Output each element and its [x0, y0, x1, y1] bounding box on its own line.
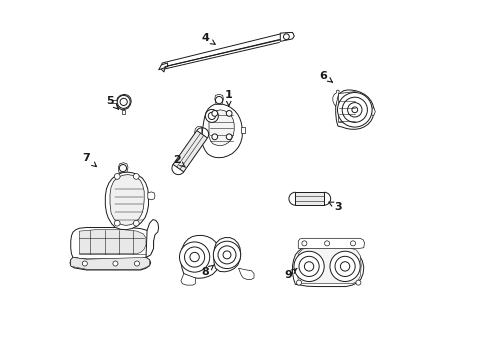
Polygon shape: [70, 257, 151, 270]
Polygon shape: [297, 248, 361, 284]
Polygon shape: [372, 108, 375, 115]
Polygon shape: [118, 163, 128, 173]
Circle shape: [330, 251, 360, 282]
Polygon shape: [117, 94, 131, 110]
Polygon shape: [336, 90, 374, 129]
Circle shape: [284, 34, 289, 40]
Text: 5: 5: [106, 96, 119, 109]
Circle shape: [120, 98, 127, 105]
Circle shape: [179, 242, 210, 272]
Circle shape: [226, 134, 232, 140]
Polygon shape: [293, 246, 364, 287]
Circle shape: [213, 241, 241, 269]
Polygon shape: [71, 257, 149, 269]
Circle shape: [338, 93, 372, 127]
Polygon shape: [239, 268, 254, 279]
Polygon shape: [173, 131, 207, 172]
Circle shape: [350, 241, 356, 246]
Circle shape: [190, 252, 199, 262]
Polygon shape: [160, 32, 294, 72]
Circle shape: [324, 241, 330, 246]
Circle shape: [335, 256, 355, 276]
Circle shape: [342, 97, 368, 122]
Circle shape: [352, 107, 358, 113]
Circle shape: [133, 220, 139, 226]
Circle shape: [294, 251, 324, 282]
Circle shape: [341, 262, 350, 271]
Polygon shape: [110, 175, 144, 225]
Polygon shape: [202, 104, 243, 158]
Text: 7: 7: [83, 153, 97, 167]
Circle shape: [113, 261, 118, 266]
Circle shape: [134, 261, 140, 266]
Polygon shape: [112, 100, 117, 103]
Text: 4: 4: [201, 33, 215, 44]
Circle shape: [114, 220, 120, 226]
Polygon shape: [79, 230, 146, 254]
Polygon shape: [146, 220, 159, 257]
Circle shape: [356, 280, 361, 285]
Polygon shape: [122, 110, 125, 114]
Circle shape: [82, 261, 87, 266]
Circle shape: [296, 280, 301, 285]
Circle shape: [117, 95, 130, 108]
Circle shape: [347, 103, 362, 117]
Text: 8: 8: [201, 265, 214, 277]
Circle shape: [302, 241, 307, 246]
Polygon shape: [209, 110, 234, 146]
Circle shape: [205, 109, 219, 122]
Polygon shape: [195, 127, 202, 137]
Polygon shape: [339, 92, 356, 123]
Polygon shape: [215, 94, 223, 104]
Circle shape: [226, 111, 232, 116]
Polygon shape: [148, 192, 155, 200]
Polygon shape: [214, 238, 241, 272]
Text: 2: 2: [173, 155, 185, 167]
Text: 3: 3: [329, 202, 343, 212]
Polygon shape: [181, 235, 220, 278]
Circle shape: [218, 246, 236, 264]
Polygon shape: [298, 238, 365, 248]
Text: 6: 6: [319, 71, 333, 82]
Circle shape: [212, 134, 218, 140]
Circle shape: [212, 111, 218, 116]
Polygon shape: [105, 172, 148, 230]
Polygon shape: [241, 127, 245, 133]
Circle shape: [133, 174, 139, 179]
Circle shape: [208, 112, 216, 120]
Polygon shape: [159, 63, 168, 70]
Circle shape: [120, 165, 126, 172]
Circle shape: [304, 262, 314, 271]
Text: 9: 9: [284, 268, 297, 280]
Circle shape: [216, 96, 222, 104]
Circle shape: [114, 174, 120, 179]
Polygon shape: [333, 90, 339, 106]
Circle shape: [299, 256, 319, 276]
Polygon shape: [181, 274, 196, 285]
Circle shape: [185, 247, 205, 267]
Polygon shape: [280, 32, 294, 41]
Circle shape: [223, 251, 231, 259]
Polygon shape: [71, 228, 153, 259]
Text: 1: 1: [225, 90, 233, 106]
Polygon shape: [295, 192, 324, 205]
